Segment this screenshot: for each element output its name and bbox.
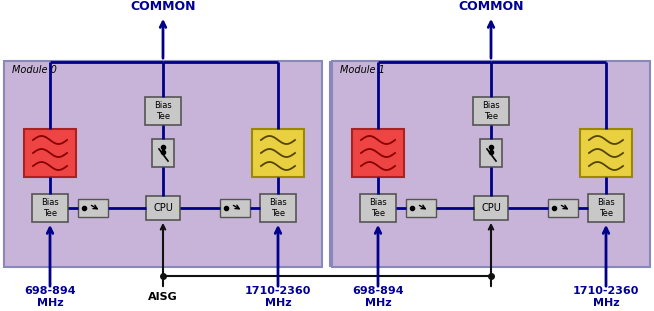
Text: Bias
Tee: Bias Tee xyxy=(369,198,387,218)
Bar xyxy=(4,61,322,267)
Text: Bias
Tee: Bias Tee xyxy=(41,198,59,218)
Text: 698-894
MHz: 698-894 MHz xyxy=(353,286,404,308)
Bar xyxy=(352,129,404,177)
Bar xyxy=(145,97,181,125)
Text: Bias
Tee: Bias Tee xyxy=(597,198,615,218)
Bar xyxy=(360,194,396,222)
Bar xyxy=(548,199,578,217)
Bar xyxy=(32,194,68,222)
Bar xyxy=(260,194,296,222)
Bar xyxy=(332,61,650,267)
Text: Module 0: Module 0 xyxy=(12,65,57,75)
Text: CPU: CPU xyxy=(153,203,173,213)
Text: 698-894
MHz: 698-894 MHz xyxy=(24,286,76,308)
Bar xyxy=(252,129,304,177)
Text: Bias
Tee: Bias Tee xyxy=(269,198,287,218)
Text: 1710-2360
MHz: 1710-2360 MHz xyxy=(573,286,639,308)
Bar xyxy=(474,196,508,220)
Text: AISG: AISG xyxy=(148,292,178,302)
Bar xyxy=(78,199,108,217)
Bar xyxy=(406,199,436,217)
Text: Module 1: Module 1 xyxy=(340,65,385,75)
Text: COMMON: COMMON xyxy=(458,1,524,13)
Bar xyxy=(24,129,76,177)
Text: CPU: CPU xyxy=(481,203,501,213)
Bar xyxy=(146,196,180,220)
Bar xyxy=(588,194,624,222)
Bar xyxy=(473,97,509,125)
Bar xyxy=(220,199,250,217)
Bar xyxy=(152,139,174,167)
Bar xyxy=(480,139,502,167)
Text: Bias
Tee: Bias Tee xyxy=(154,101,172,121)
Bar xyxy=(580,129,632,177)
Text: Bias
Tee: Bias Tee xyxy=(482,101,500,121)
Text: 1710-2360
MHz: 1710-2360 MHz xyxy=(245,286,311,308)
Text: COMMON: COMMON xyxy=(130,1,196,13)
